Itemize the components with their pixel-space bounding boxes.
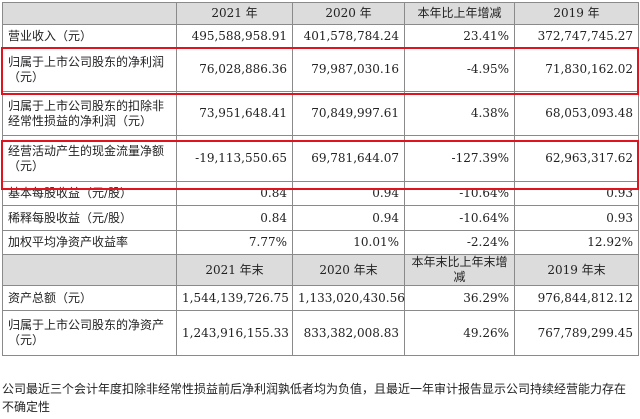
value-change: -4.95% [404, 47, 515, 92]
value-2020: 10.01% [292, 230, 405, 255]
value-2019: 0.93 [514, 205, 639, 231]
table-row: 稀释每股收益（元/股） 0.84 0.94 -10.64% 0.93 [2, 205, 639, 231]
header-2020: 2020 年 [292, 2, 405, 25]
header-2021: 2021 年 [176, 2, 293, 25]
header-corner [2, 254, 177, 286]
value-2021: 1,243,916,155.33 [176, 310, 293, 356]
header-2019-end: 2019 年末 [514, 254, 639, 286]
value-2019: 372,747,745.27 [514, 24, 639, 48]
value-change: -2.24% [404, 230, 515, 255]
value-2021: 495,588,958.91 [176, 24, 293, 48]
header-2019: 2019 年 [514, 2, 639, 25]
value-change: 36.29% [404, 285, 515, 311]
value-2021: -19,113,550.65 [176, 135, 293, 182]
header-change-end: 本年末比上年末增减 [404, 254, 515, 286]
table-row: 归属于上市公司股东的扣除非经常性损益的净利润（元） 73,951,648.41 … [2, 91, 639, 136]
header-2021-end: 2021 年末 [176, 254, 293, 286]
value-2019: 68,053,093.48 [514, 91, 639, 136]
table-row: 基本每股收益（元/股） 0.84 0.94 -10.64% 0.93 [2, 181, 639, 206]
value-2021: 7.77% [176, 230, 293, 255]
value-2019: 62,963,317.62 [514, 135, 639, 182]
value-2019: 976,844,812.12 [514, 285, 639, 311]
row-label: 归属于上市公司股东的净利润（元） [2, 47, 177, 92]
table-row: 资产总额（元） 1,544,139,726.75 1,133,020,430.5… [2, 285, 639, 311]
table-row: 归属于上市公司股东的净资产（元） 1,243,916,155.33 833,38… [2, 310, 639, 356]
value-2020: 1,133,020,430.56 [292, 285, 405, 311]
header-change: 本年比上年增减 [404, 2, 515, 25]
header-2020-end: 2020 年末 [292, 254, 405, 286]
value-2020: 69,781,644.07 [292, 135, 405, 182]
row-label: 营业收入（元） [2, 24, 177, 48]
value-2019: 71,830,162.02 [514, 47, 639, 92]
table-row: 加权平均净资产收益率 7.77% 10.01% -2.24% 12.92% [2, 230, 639, 255]
value-change: 49.26% [404, 310, 515, 356]
value-2019: 12.92% [514, 230, 639, 255]
value-2020: 833,382,008.83 [292, 310, 405, 356]
value-2021: 0.84 [176, 181, 293, 206]
header-corner [2, 2, 177, 25]
table-row: 归属于上市公司股东的净利润（元） 76,028,886.36 79,987,03… [2, 47, 639, 92]
value-2020: 0.94 [292, 181, 405, 206]
row-label: 稀释每股收益（元/股） [2, 205, 177, 231]
value-2019: 767,789,299.45 [514, 310, 639, 356]
table-row: 经营活动产生的现金流量净额（元） -19,113,550.65 69,781,6… [2, 135, 639, 182]
value-2020: 70,849,997.61 [292, 91, 405, 136]
row-label: 基本每股收益（元/股） [2, 181, 177, 206]
row-label: 加权平均净资产收益率 [2, 230, 177, 255]
footnote-text: 公司最近三个会计年度扣除非经常性损益前后净利润孰低者均为负值，且最近一年审计报告… [2, 382, 627, 414]
value-change: 23.41% [404, 24, 515, 48]
value-2021: 1,544,139,726.75 [176, 285, 293, 311]
value-2019: 0.93 [514, 181, 639, 206]
value-2020: 79,987,030.16 [292, 47, 405, 92]
value-2021: 0.84 [176, 205, 293, 231]
value-2021: 73,951,648.41 [176, 91, 293, 136]
header-row-annual: 2021 年 2020 年 本年比上年增减 2019 年 [2, 2, 639, 25]
header-row-yearend: 2021 年末 2020 年末 本年末比上年末增减 2019 年末 [2, 254, 639, 286]
value-2020: 0.94 [292, 205, 405, 231]
row-label: 资产总额（元） [2, 285, 177, 311]
value-change: -10.64% [404, 181, 515, 206]
row-label: 归属于上市公司股东的净资产（元） [2, 310, 177, 356]
value-change: 4.38% [404, 91, 515, 136]
table-row: 营业收入（元） 495,588,958.91 401,578,784.24 23… [2, 24, 639, 48]
value-change: -127.39% [404, 135, 515, 182]
financial-data-table: 2021 年 2020 年 本年比上年增减 2019 年 营业收入（元） 495… [2, 2, 639, 356]
row-label: 经营活动产生的现金流量净额（元） [2, 135, 177, 182]
value-2020: 401,578,784.24 [292, 24, 405, 48]
row-label: 归属于上市公司股东的扣除非经常性损益的净利润（元） [2, 91, 177, 136]
value-change: -10.64% [404, 205, 515, 231]
value-2021: 76,028,886.36 [176, 47, 293, 92]
